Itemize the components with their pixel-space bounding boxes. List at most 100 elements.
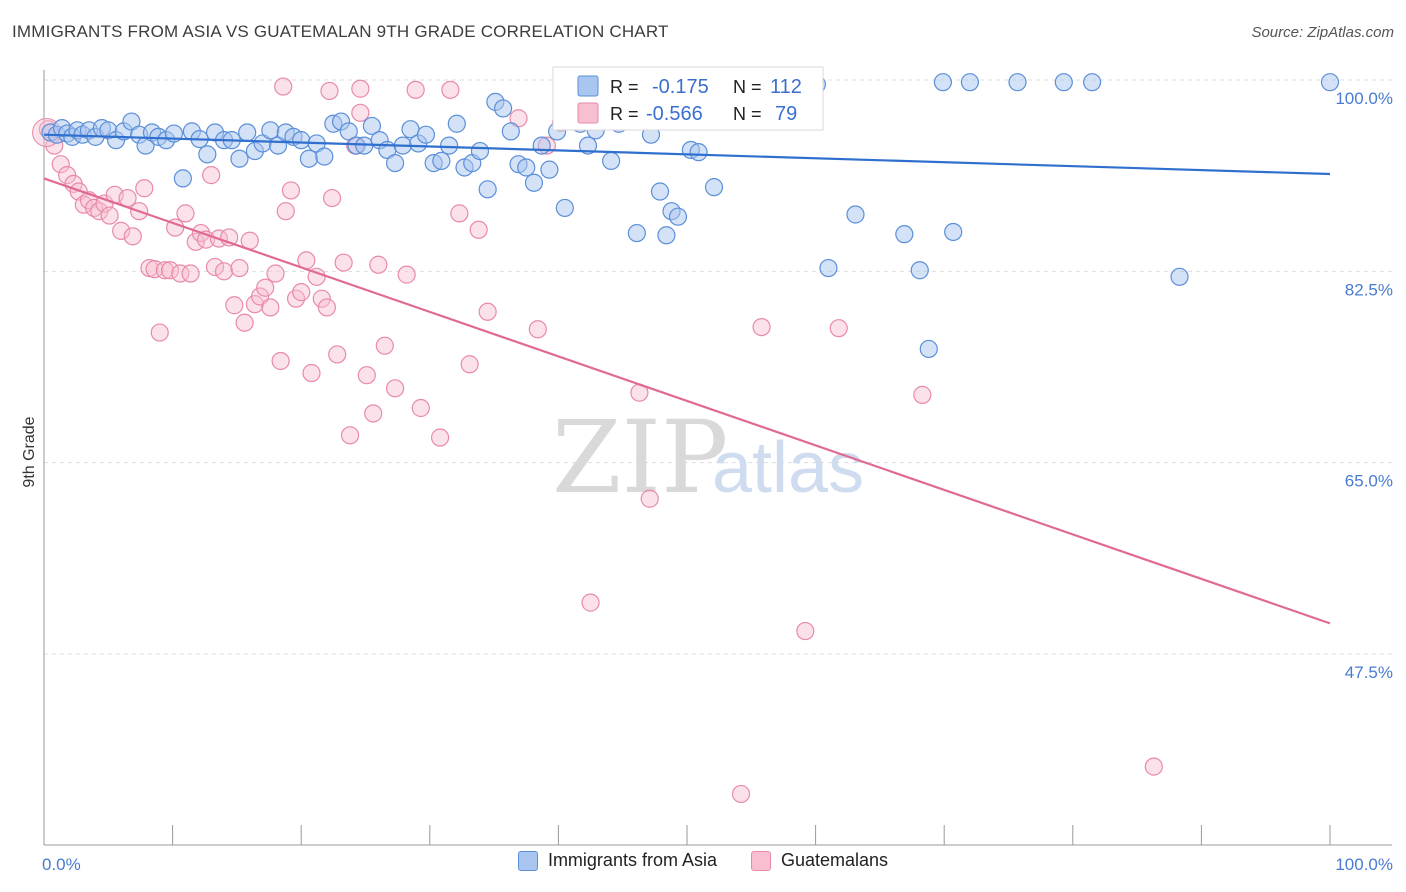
guatemalans-point xyxy=(171,264,190,283)
guatemalans-point xyxy=(292,283,311,302)
guatemalans-trendline xyxy=(43,177,1331,625)
immigrants-from-asia-point xyxy=(704,178,724,197)
guatemalans-point xyxy=(160,261,180,280)
bottom-legend: Immigrants from Asia Guatemalans xyxy=(0,850,1406,871)
legend-n-label-2: N = xyxy=(733,104,762,124)
immigrants-from-asia-point xyxy=(819,258,838,278)
guatemalans-point xyxy=(123,227,142,246)
guatemalans-point xyxy=(266,264,285,283)
guatemalans-point xyxy=(796,621,815,641)
immigrants-from-asia-point xyxy=(416,125,436,144)
guatemalans-point xyxy=(397,265,416,284)
immigrants-from-asia-point xyxy=(532,136,551,155)
immigrants-from-asia-point xyxy=(668,207,688,226)
guatemalans-point xyxy=(261,298,280,317)
legend-n-value-1: 112 xyxy=(770,76,802,98)
watermark: ZIP atlas xyxy=(552,399,864,516)
guatemalans-point xyxy=(411,398,430,418)
immigrants-from-asia-point xyxy=(960,73,980,92)
guatemalans-point xyxy=(51,155,70,174)
guatemalans-point xyxy=(328,345,347,364)
guatemalans-point xyxy=(85,198,104,218)
immigrants-from-asia-point xyxy=(501,122,520,141)
guatemalans-point xyxy=(369,255,388,274)
chart-title: IMMIGRANTS FROM ASIA VS GUATEMALAN 9TH G… xyxy=(12,22,669,41)
legend-r-label-1: R = xyxy=(610,77,639,97)
guatemalans-point xyxy=(406,80,425,99)
immigrants-from-asia-point xyxy=(315,147,334,166)
y-tick-labels: 47.5% 65.0% 82.5% 100.0% xyxy=(1335,89,1393,682)
guatemalans-point xyxy=(205,257,225,277)
guatemalans-point xyxy=(375,336,394,355)
bottom-legend-item-guatemalans: Guatemalans xyxy=(750,850,889,871)
guatemalans-point xyxy=(271,351,290,371)
immigrants-from-asia-point xyxy=(517,158,536,177)
guatemalans-point xyxy=(230,258,249,278)
immigrants-from-asia-point xyxy=(627,223,646,243)
guatemalans-point xyxy=(829,319,848,338)
immigrants-from-asia-point xyxy=(292,131,311,150)
x-tick-label: 100.0% xyxy=(1335,855,1393,874)
immigrants-from-asia-point xyxy=(432,151,451,171)
guatemalans-point xyxy=(357,366,376,385)
immigrants-from-asia-point xyxy=(602,151,621,171)
immigrants-from-asia-point xyxy=(650,182,670,201)
immigrants-from-asia-point xyxy=(540,160,559,179)
axes-layer xyxy=(43,70,1392,846)
immigrants-from-asia-point xyxy=(578,136,598,155)
legend-n-value-2: 79 xyxy=(775,103,797,125)
guatemalans-point xyxy=(441,80,460,99)
guatemalans-point xyxy=(225,296,244,315)
watermark-zip: ZIP xyxy=(552,399,728,516)
immigrants-from-asia-point xyxy=(470,141,490,161)
guatemalans-point xyxy=(256,278,275,297)
guatemalans-point xyxy=(340,426,360,445)
chart-source: Source: ZipAtlas.com xyxy=(1251,24,1394,41)
immigrants-from-asia-point xyxy=(261,121,280,140)
guatemalans-point xyxy=(913,385,932,404)
legend-swatch-pink xyxy=(577,102,599,124)
immigrants-from-asia-point xyxy=(447,114,466,133)
bottom-legend-swatch-pink xyxy=(750,850,771,871)
immigrants-from-asia-trendline xyxy=(43,133,1331,176)
guatemalans-point xyxy=(430,428,450,447)
grid-layer xyxy=(44,79,1392,655)
guatemalans-point xyxy=(469,220,488,239)
immigrants-from-asia-point xyxy=(1082,73,1102,92)
guatemalans-point xyxy=(176,204,195,223)
immigrants-from-asia-point xyxy=(1054,73,1073,92)
guatemalans-point xyxy=(640,489,659,508)
x-tick-label: 0.0% xyxy=(42,855,81,874)
trend-lines xyxy=(43,133,1331,625)
guatemalans-point xyxy=(118,188,137,208)
guatemalans-point xyxy=(364,404,383,423)
guatemalans-point xyxy=(155,261,174,280)
immigrants-from-asia-point xyxy=(846,205,865,224)
legend-n-label-1: N = xyxy=(733,77,762,97)
immigrants-from-asia-point xyxy=(1170,267,1189,286)
guatemalans-point xyxy=(112,221,131,240)
guatemalans-point xyxy=(478,302,497,321)
guatemalans-point xyxy=(322,188,342,208)
legend-r-value-2: -0.566 xyxy=(646,103,703,125)
immigrants-from-asia-point xyxy=(238,123,257,142)
immigrants-from-asia-point xyxy=(910,261,929,280)
legend-r-value-1: -0.175 xyxy=(652,76,709,98)
y-tick-label: 100.0% xyxy=(1335,89,1393,108)
guatemalans-point xyxy=(302,363,321,383)
bottom-legend-item-asia: Immigrants from Asia xyxy=(517,850,717,871)
legend-swatch-blue xyxy=(577,75,599,97)
bottom-legend-label-guatemalans: Guatemalans xyxy=(780,850,889,870)
legend-r-label-2: R = xyxy=(610,104,639,124)
immigrants-from-asia-point xyxy=(339,122,358,141)
guatemalans-point xyxy=(135,179,154,198)
immigrants-from-asia-point xyxy=(478,180,497,199)
guatemalans-point xyxy=(351,79,370,98)
y-axis-title: 9th Grade xyxy=(21,416,38,487)
x-tick-labels: 0.0% 100.0% xyxy=(42,855,1393,874)
guatemalans-point xyxy=(202,166,221,185)
immigrants-from-asia-point xyxy=(230,149,249,168)
immigrants-from-asia-point xyxy=(1008,73,1027,92)
guatemalans-point xyxy=(385,379,405,398)
